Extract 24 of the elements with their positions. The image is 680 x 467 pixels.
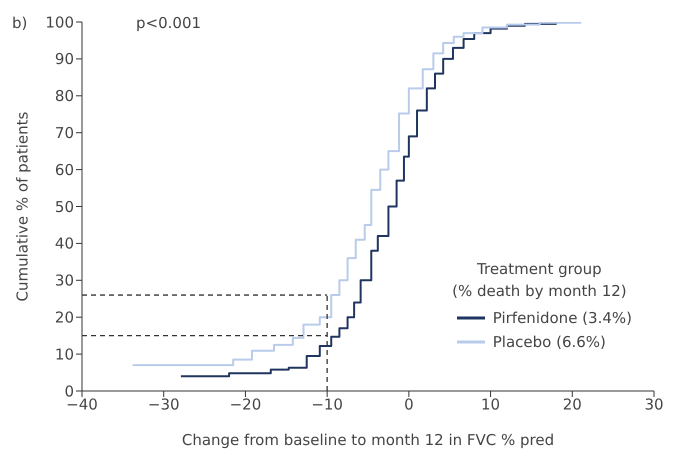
x-tick-label: 0 — [404, 396, 414, 414]
chart-title: b) — [12, 14, 28, 32]
y-tick-label: 20 — [54, 308, 74, 327]
y-tick-label: 60 — [54, 160, 74, 179]
y-tick-label: 80 — [54, 87, 74, 106]
y-tick-label: 30 — [54, 272, 74, 290]
y-axis-title: Cumulative % of patients — [13, 111, 32, 302]
x-tick-label: 30 — [644, 396, 664, 414]
x-tick-label: −20 — [230, 396, 262, 414]
y-tick-label: 90 — [54, 50, 74, 68]
y-tick-label: 50 — [54, 198, 74, 216]
x-tick-label: 10 — [481, 396, 500, 414]
x-tick-label: −30 — [148, 396, 180, 414]
y-tick-label: 100 — [45, 13, 74, 32]
x-tick-label: −10 — [311, 396, 343, 414]
legend-label: Placebo (6.6%) — [492, 332, 606, 353]
y-tick-label: 40 — [54, 234, 74, 253]
x-axis-title: Change from baseline to month 12 in FVC % pred — [182, 431, 554, 449]
x-tick-label: 20 — [562, 396, 582, 414]
legend-label: Pirfenidone (3.4%) — [492, 308, 632, 329]
y-tick-label: 70 — [54, 124, 74, 142]
y-tick-label: 10 — [54, 345, 74, 364]
annotation: p<0.001 — [136, 14, 202, 32]
legend-title: Treatment group (% death by month 12) — [451, 259, 628, 302]
